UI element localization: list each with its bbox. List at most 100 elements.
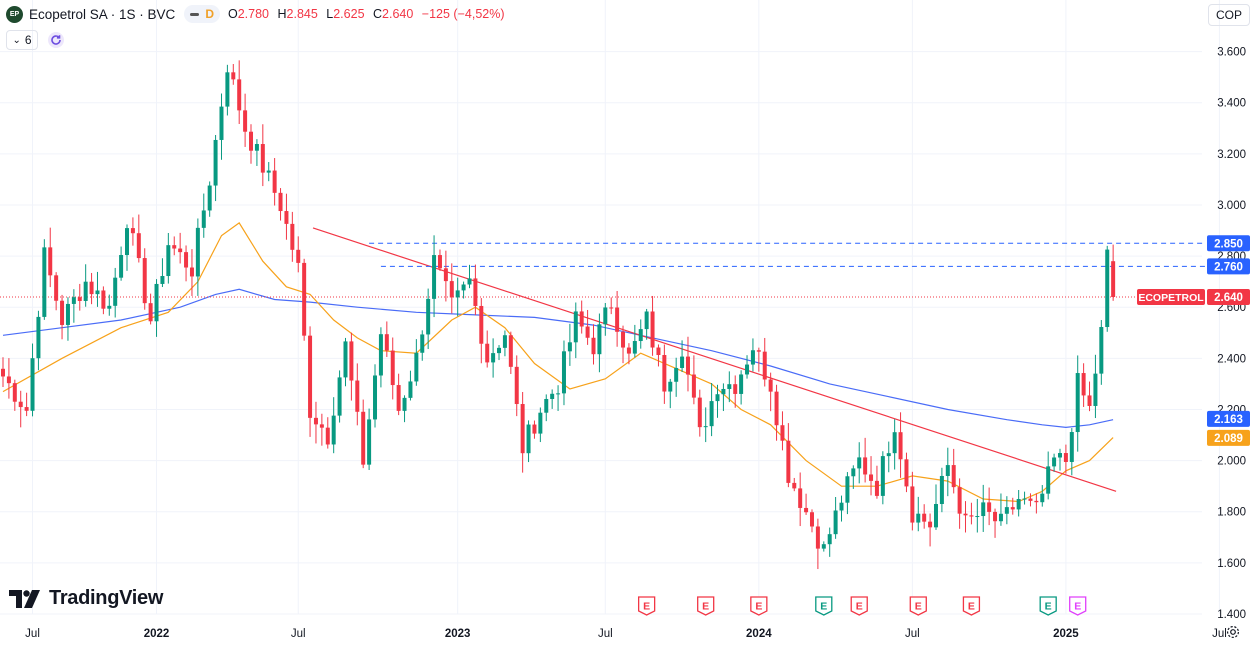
candle [54,272,59,311]
candle-body [1081,373,1086,396]
candle-body [54,275,59,301]
tradingview-mark-icon [9,589,40,608]
candle [213,135,218,202]
candle-body [12,383,17,402]
candle-body [851,468,856,477]
candle-body [650,311,655,348]
candle [756,347,761,372]
earnings-event-earnings-down: E [850,596,868,616]
candle [361,399,366,469]
low-value: 2.625 [333,7,365,21]
candle-body [573,311,578,343]
candle-body [561,351,566,394]
candle [184,245,189,282]
candle [750,338,755,372]
candle [615,291,620,347]
earnings-event-earnings-down: E [909,596,927,616]
candle [390,337,395,400]
candle [1004,496,1009,525]
candle-body [644,311,649,330]
candle-body [668,381,673,392]
indicators-toggle[interactable]: ⌄ 6 [6,30,38,50]
event-marker-label: E [755,601,762,613]
candle-body [160,276,165,284]
candle-body [479,305,484,344]
event-marker-label: E [1074,601,1081,613]
candle [792,477,797,492]
tradingview-logo[interactable]: TradingView [9,587,163,610]
x-tick-label: Jul [25,628,40,640]
candle [650,295,655,356]
symbol-name-tag: ECOPETROL [1138,292,1204,304]
candle-body [904,459,909,487]
candle [969,502,974,525]
candle [933,484,938,530]
candle-body [993,511,998,522]
candle-body [621,331,626,348]
candle-body [384,334,389,351]
last-price-tag: 2.640 [1214,292,1243,304]
symbol-title[interactable]: Ecopetrol SA · 1S · BVC [29,6,176,22]
candle [107,294,112,316]
candle-body [1004,507,1009,514]
market-status-pill[interactable]: D [184,5,220,23]
candle-body [373,375,378,420]
candle-body [184,252,189,268]
candle [774,384,779,441]
candle [260,124,265,187]
candle [1087,381,1092,412]
candle-body [567,342,572,352]
settings-icon[interactable] [1225,624,1241,640]
candle [378,327,383,388]
candle [201,193,206,238]
candle-body [597,324,602,355]
candle [119,246,124,281]
candle [597,313,602,373]
candle-body [349,341,354,381]
candle-body [443,268,448,282]
candle-body [874,480,879,496]
change-value: −125 (−4,52%) [421,7,505,21]
candle-body [77,297,82,301]
candle [815,518,820,570]
event-marker-shape [637,596,656,616]
candle-body [922,513,927,522]
refresh-icon[interactable] [48,32,64,48]
x-tick-label: 2022 [144,628,170,640]
candle [343,337,348,387]
ma-fast-tag-bg [1207,429,1250,446]
candle [491,338,496,378]
candle [845,472,850,515]
candle [951,448,956,494]
candle [998,493,1003,526]
currency-button[interactable]: COP [1208,4,1250,26]
candle [1057,448,1062,471]
candle [981,484,986,532]
candle [526,420,531,463]
close-label: C [373,7,383,21]
y-tick-label: 3.000 [1217,200,1246,212]
candle [514,355,519,417]
symbol-logo: EP [6,5,23,23]
candle-body [1040,493,1045,503]
x-tick-label: Jul [291,628,306,640]
candle-body [148,303,153,322]
candle-body [414,352,419,382]
candle [160,258,165,288]
candle [420,330,425,361]
candle [83,264,88,307]
earnings-event-earnings-down: E [697,596,715,616]
candle [532,420,537,439]
candle-body [278,192,283,212]
candle [402,395,407,423]
candle-body [638,329,643,342]
candle-body [284,211,289,224]
candle-body [101,290,106,309]
candle [1040,485,1045,507]
horizontal-levels [0,242,1205,298]
candle-body [709,401,714,427]
candle [508,331,513,375]
candle [1010,497,1015,515]
